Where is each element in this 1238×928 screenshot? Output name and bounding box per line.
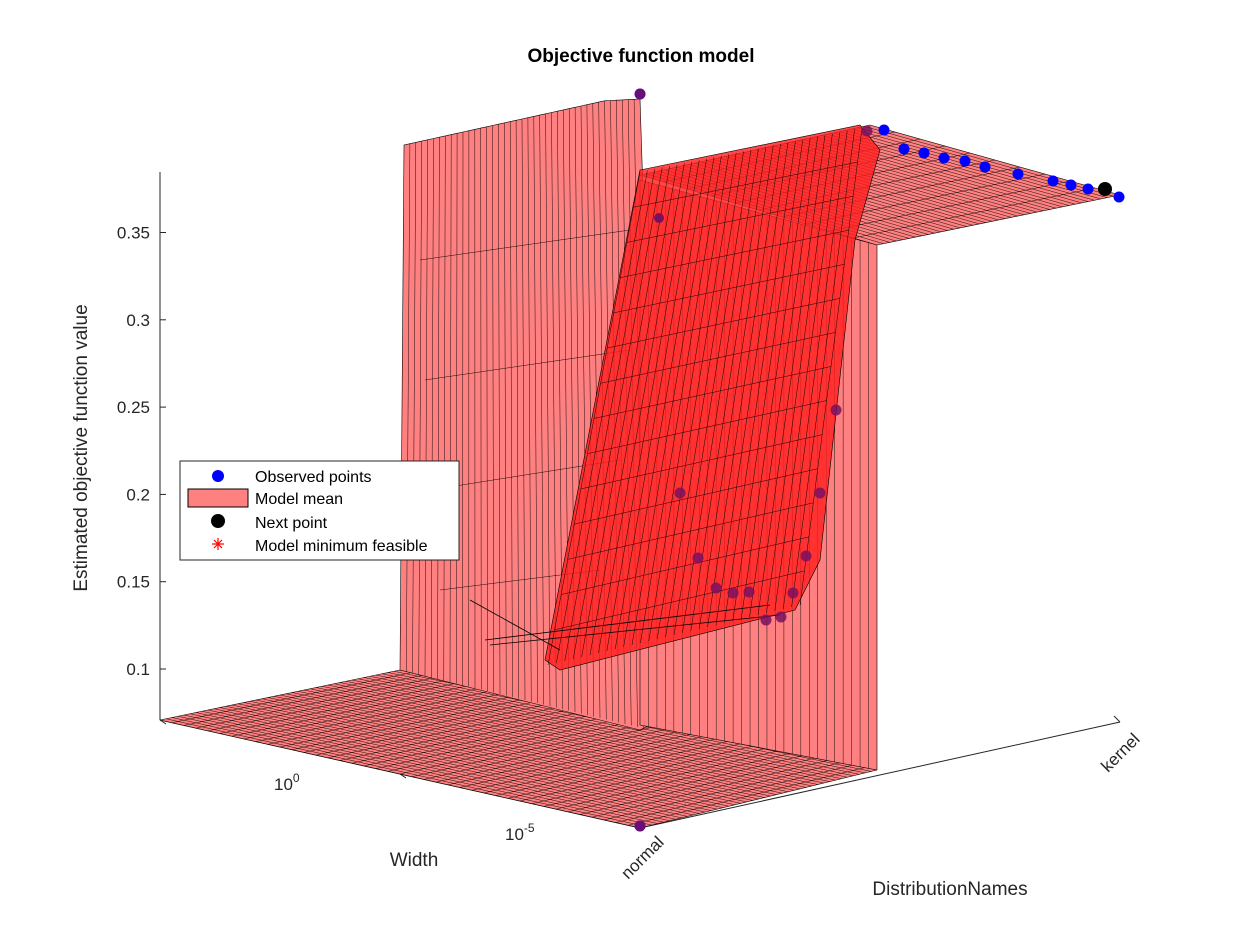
legend-model-mean-label: Model mean bbox=[255, 491, 343, 508]
observed-point bbox=[743, 586, 755, 598]
z-tick-label: 0.3 bbox=[126, 311, 150, 330]
observed-point bbox=[1047, 175, 1059, 187]
category-tick-kernel: kernel bbox=[1097, 730, 1143, 776]
width-tick-exponent: 0 bbox=[293, 771, 300, 785]
observed-point bbox=[634, 820, 646, 832]
z-tick-label: 0.25 bbox=[117, 398, 150, 417]
observed-point bbox=[634, 88, 646, 100]
axis-tick-mark bbox=[399, 773, 407, 779]
observed-point bbox=[878, 124, 890, 136]
observed-point bbox=[938, 152, 950, 164]
legend-observed-label: Observed points bbox=[255, 469, 372, 486]
observed-point bbox=[800, 550, 812, 562]
legend-model-mean-marker bbox=[187, 488, 249, 508]
observed-point bbox=[830, 404, 842, 416]
z-tick-label: 0.15 bbox=[117, 573, 150, 592]
width-tick-label-1e-5: 10-5 bbox=[505, 821, 535, 844]
width-axis-label: Width bbox=[390, 850, 439, 871]
observed-point bbox=[959, 155, 971, 167]
observed-point bbox=[979, 161, 991, 173]
z-tick-label: 0.2 bbox=[126, 485, 150, 504]
category-axis-label: DistributionNames bbox=[872, 879, 1027, 900]
observed-point bbox=[1113, 191, 1125, 203]
observed-point bbox=[727, 587, 739, 599]
legend-next-point-marker bbox=[211, 514, 225, 528]
legend-model-min-marker bbox=[212, 538, 224, 550]
model-mean-surface bbox=[159, 98, 1121, 829]
surface-transition-mesh bbox=[547, 127, 863, 666]
z-axis-label: Estimated objective function value bbox=[71, 304, 92, 591]
legend: Observed points Model mean Next point Mo… bbox=[179, 460, 460, 561]
observed-point bbox=[710, 582, 722, 594]
observed-point bbox=[674, 487, 686, 499]
legend-box bbox=[179, 460, 460, 561]
observed-point bbox=[898, 143, 910, 155]
legend-next-point-label: Next point bbox=[255, 515, 328, 532]
width-tick-exponent: -5 bbox=[524, 821, 535, 835]
surface-trough-edge bbox=[469, 599, 561, 651]
observed-points-layer bbox=[634, 88, 1125, 832]
z-tick-label: 0.35 bbox=[117, 224, 150, 243]
axis-tick-mark bbox=[1113, 715, 1121, 723]
category-axis-line bbox=[639, 721, 1121, 829]
observed-point bbox=[861, 125, 873, 137]
next-point bbox=[1098, 182, 1112, 196]
observed-point bbox=[1065, 179, 1077, 191]
observed-point bbox=[1082, 183, 1094, 195]
observed-point bbox=[814, 487, 826, 499]
chart-title: Objective function model bbox=[528, 46, 755, 67]
observed-point bbox=[692, 552, 704, 564]
observed-point bbox=[787, 587, 799, 599]
legend-model-min-label: Model minimum feasible bbox=[255, 538, 428, 555]
surface-trough-edge bbox=[489, 614, 781, 646]
z-tick-labels: 0.35 0.3 0.25 0.2 0.15 0.1 bbox=[117, 224, 150, 680]
surface-floor-mesh bbox=[165, 671, 872, 827]
observed-point bbox=[775, 611, 787, 623]
observed-point bbox=[654, 213, 664, 223]
observed-point bbox=[918, 147, 930, 159]
observed-point bbox=[1012, 168, 1024, 180]
axis-tick-mark bbox=[159, 719, 167, 725]
width-tick-base: 10 bbox=[274, 775, 293, 794]
legend-observed-marker bbox=[212, 470, 224, 482]
width-tick-base: 10 bbox=[505, 825, 524, 844]
width-tick-label-1e0: 100 bbox=[274, 771, 300, 794]
category-tick-normal: normal bbox=[617, 833, 667, 883]
z-tick-label: 0.1 bbox=[126, 660, 150, 679]
surface-trough-edge bbox=[484, 604, 771, 641]
observed-point bbox=[760, 614, 772, 626]
